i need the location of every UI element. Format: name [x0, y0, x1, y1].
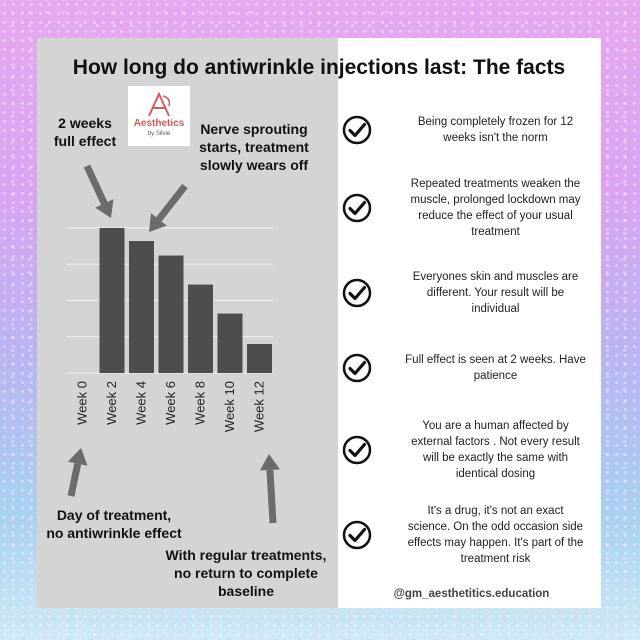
- annotation-line: With regular treatments,: [165, 547, 327, 563]
- check-circle-icon: [342, 278, 372, 308]
- fact-line: treatment risk: [460, 553, 531, 565]
- fact-text: Everyones skin and muscles are different.…: [394, 269, 597, 317]
- arrow-down-icon: [83, 164, 114, 218]
- bar-week-12: [247, 344, 272, 373]
- fact-line: Being completely frozen for 12: [417, 116, 574, 128]
- logo: Aesthetics by Silvie: [128, 86, 190, 146]
- bar-week-2: [99, 228, 125, 373]
- arrow-down-left-icon: [149, 183, 188, 232]
- check-circle-icon: [342, 353, 372, 383]
- annotation-line: Nerve sprouting: [200, 121, 308, 137]
- fact-line: will be exactly the same with: [422, 452, 569, 464]
- fact-line: reduce the effect of your usual: [418, 210, 573, 222]
- tick-label: Week 10: [222, 381, 237, 432]
- annotation-regular-treatments: With regular treatments, no return to co…: [157, 546, 335, 600]
- fact-line: identical dosing: [455, 468, 536, 480]
- check-circle-icon: [342, 193, 372, 223]
- fact-item: Repeated treatments weaken the muscle, pr…: [342, 178, 601, 238]
- tick-label: Week 4: [134, 381, 149, 425]
- annotation-nerve-sprouting: Nerve sprouting starts, treatment slowly…: [195, 120, 313, 174]
- fact-text: Full effect is seen at 2 weeks. Have pati…: [394, 352, 597, 384]
- logo-name: Aesthetics: [133, 118, 185, 129]
- tick-label: Week 0: [75, 381, 90, 425]
- arrow-up-icon: [67, 448, 88, 497]
- annotation-line: baseline: [217, 583, 275, 599]
- check-circle-icon: [342, 520, 372, 550]
- check-circle-icon: [342, 115, 372, 145]
- annotation-line: no return to complete: [174, 565, 318, 581]
- fact-item: You are a human affected by external fact…: [342, 420, 601, 480]
- logo-mark-icon: [139, 90, 179, 118]
- annotation-line: full effect: [53, 133, 117, 149]
- infographic-card: How long do antiwrinkle injections last:…: [37, 38, 601, 608]
- bar-week-6: [158, 255, 184, 373]
- fact-text: It's a drug, it's not an exact science. O…: [394, 503, 597, 567]
- annotation-line: no antiwrinkle effect: [46, 525, 182, 541]
- fact-line: Repeated treatments weaken the: [410, 178, 581, 190]
- fact-item: It's a drug, it's not an exact science. O…: [342, 505, 601, 565]
- fact-text: Being completely frozen for 12 weeks isn'…: [394, 114, 597, 146]
- arrow-up-icon: [259, 454, 280, 524]
- fact-line: external factors . Not every result: [411, 436, 580, 448]
- annotation-line: 2 weeks: [58, 115, 112, 131]
- fact-line: science. On the odd occasion side: [407, 521, 584, 533]
- bar-week-4: [129, 241, 154, 373]
- bar-week-8: [188, 284, 213, 373]
- fact-item: Everyones skin and muscles are different.…: [342, 263, 601, 323]
- fact-line: You are a human affected by: [422, 420, 569, 432]
- fact-item: Being completely frozen for 12 weeks isn'…: [342, 100, 601, 160]
- annotation-two-weeks: 2 weeks full effect: [49, 114, 121, 150]
- fact-line: different. Your result will be: [426, 287, 565, 299]
- check-circle-icon: [342, 435, 372, 465]
- fact-line: patience: [473, 370, 518, 382]
- page-title: How long do antiwrinkle injections last:…: [72, 56, 566, 79]
- fact-line: effects may happen. It's part of the: [407, 537, 584, 549]
- tick-label: Week 6: [163, 381, 178, 425]
- fact-item: Full effect is seen at 2 weeks. Have pati…: [342, 338, 601, 398]
- fact-line: It's a drug, it's not an exact: [427, 505, 564, 517]
- fact-line: treatment: [471, 226, 520, 238]
- fact-line: muscle, prolonged lockdown may: [410, 194, 581, 206]
- tick-label: Week 8: [193, 381, 208, 425]
- fact-line: Everyones skin and muscles are: [412, 271, 579, 283]
- annotation-day-of-treatment: Day of treatment, no antiwrinkle effect: [39, 506, 189, 542]
- social-handle: @gm_aesthetitics.education: [393, 588, 550, 600]
- annotation-line: starts, treatment: [199, 139, 309, 155]
- logo-sub: by Silvie: [147, 131, 171, 137]
- annotation-line: slowly wears off: [199, 157, 309, 173]
- annotation-line: Day of treatment,: [56, 507, 172, 523]
- tick-label: Week 2: [104, 381, 119, 425]
- fact-text: You are a human affected by external fact…: [394, 418, 597, 482]
- fact-line: Full effect is seen at 2 weeks. Have: [405, 354, 586, 366]
- tick-label: Week 12: [252, 381, 267, 432]
- fact-line: weeks isn't the norm: [443, 132, 548, 144]
- fact-text: Repeated treatments weaken the muscle, pr…: [394, 176, 597, 240]
- bar-chart: Week 0 Week 2 Week 4 Week 6 Week 8 Week 10 Wee…: [67, 164, 280, 524]
- bar-week-10: [217, 313, 243, 373]
- fact-line: individual: [471, 303, 520, 315]
